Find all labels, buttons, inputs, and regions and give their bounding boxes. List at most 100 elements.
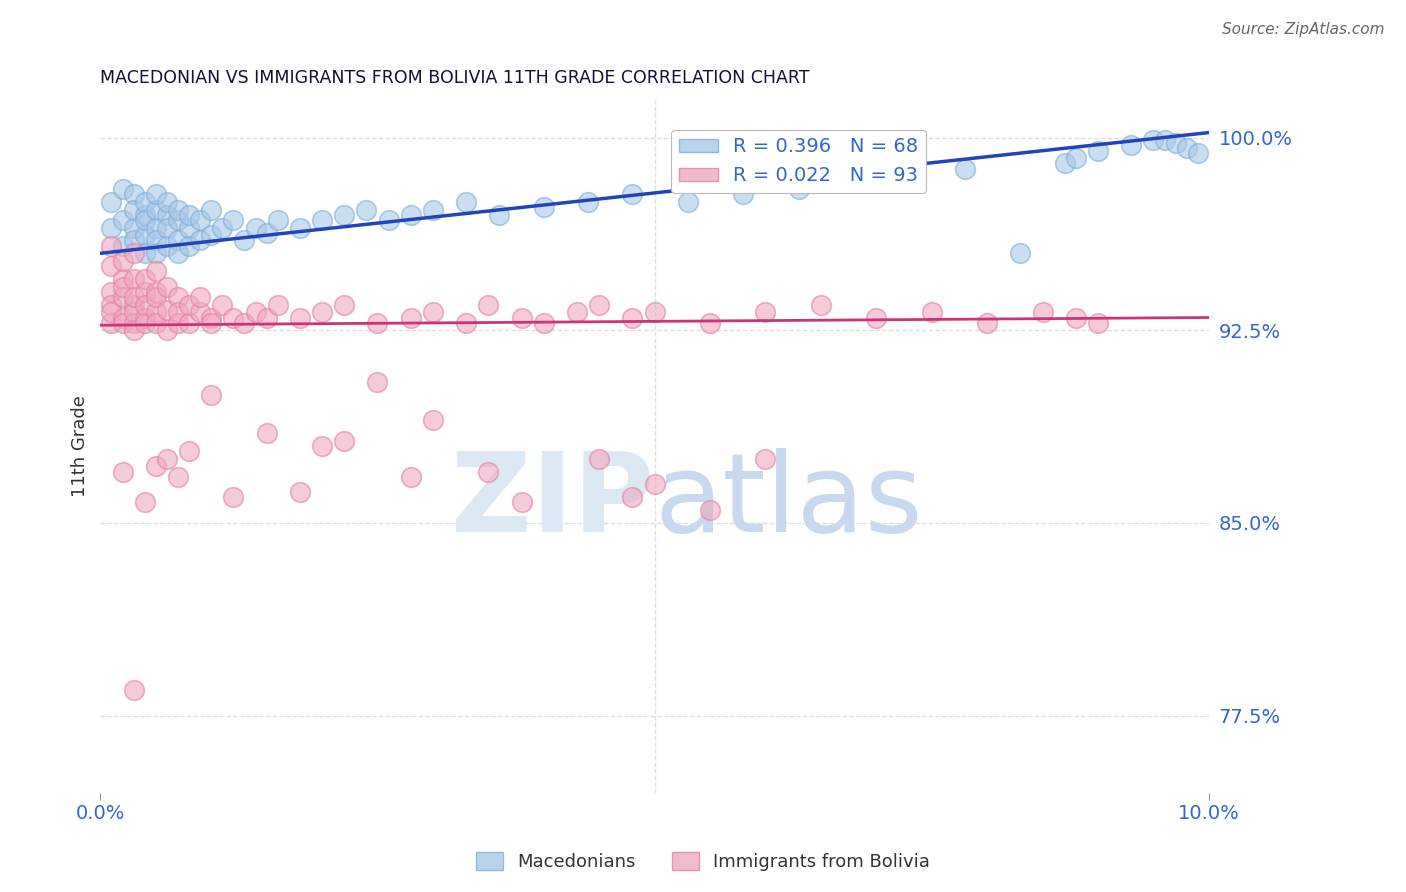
Point	[167, 246, 190, 260]
Point	[167, 316, 190, 330]
Point	[111, 465, 134, 479]
Point	[145, 234, 167, 248]
Point	[211, 298, 233, 312]
Point	[100, 259, 122, 273]
Point	[644, 305, 666, 319]
Point	[245, 220, 267, 235]
Point	[256, 226, 278, 240]
Point	[134, 310, 156, 325]
Point	[754, 451, 776, 466]
Point	[288, 485, 311, 500]
Point	[699, 503, 721, 517]
Point	[156, 238, 179, 252]
Point	[122, 298, 145, 312]
Point	[288, 310, 311, 325]
Point	[188, 290, 211, 304]
Point	[256, 310, 278, 325]
Point	[122, 234, 145, 248]
Point	[621, 187, 644, 202]
Point	[356, 202, 378, 217]
Point	[122, 323, 145, 337]
Point	[188, 234, 211, 248]
Point	[122, 187, 145, 202]
Point	[787, 182, 810, 196]
Point	[100, 298, 122, 312]
Point	[100, 194, 122, 209]
Point	[134, 194, 156, 209]
Point	[533, 200, 555, 214]
Point	[145, 459, 167, 474]
Point	[510, 310, 533, 325]
Point	[145, 187, 167, 202]
Point	[156, 323, 179, 337]
Point	[134, 228, 156, 243]
Point	[311, 305, 333, 319]
Point	[122, 290, 145, 304]
Point	[156, 451, 179, 466]
Point	[145, 285, 167, 299]
Point	[145, 202, 167, 217]
Point	[145, 290, 167, 304]
Point	[953, 161, 976, 176]
Point	[399, 310, 422, 325]
Point	[177, 444, 200, 458]
Point	[156, 194, 179, 209]
Point	[145, 316, 167, 330]
Point	[267, 213, 290, 227]
Point	[477, 465, 499, 479]
Text: ZIP: ZIP	[451, 448, 655, 555]
Y-axis label: 11th Grade: 11th Grade	[72, 395, 89, 497]
Point	[145, 264, 167, 278]
Point	[111, 213, 134, 227]
Point	[167, 290, 190, 304]
Point	[122, 246, 145, 260]
Point	[100, 220, 122, 235]
Point	[333, 298, 356, 312]
Point	[111, 254, 134, 268]
Point	[733, 187, 755, 202]
Point	[245, 305, 267, 319]
Point	[1142, 133, 1164, 147]
Point	[699, 316, 721, 330]
Point	[122, 316, 145, 330]
Point	[1164, 136, 1187, 150]
Point	[842, 174, 865, 188]
Point	[200, 316, 222, 330]
Point	[188, 305, 211, 319]
Point	[1053, 156, 1076, 170]
Point	[167, 305, 190, 319]
Point	[588, 298, 610, 312]
Point	[1175, 141, 1198, 155]
Point	[621, 310, 644, 325]
Text: atlas: atlas	[655, 448, 924, 555]
Point	[122, 682, 145, 697]
Point	[1010, 246, 1032, 260]
Point	[456, 194, 478, 209]
Legend: Macedonians, Immigrants from Bolivia: Macedonians, Immigrants from Bolivia	[468, 845, 938, 879]
Point	[100, 285, 122, 299]
Point	[134, 246, 156, 260]
Point	[533, 316, 555, 330]
Point	[1064, 151, 1087, 165]
Point	[311, 213, 333, 227]
Point	[188, 213, 211, 227]
Point	[111, 290, 134, 304]
Point	[399, 469, 422, 483]
Point	[233, 234, 256, 248]
Point	[134, 208, 156, 222]
Point	[422, 413, 444, 427]
Text: Source: ZipAtlas.com: Source: ZipAtlas.com	[1222, 22, 1385, 37]
Point	[111, 238, 134, 252]
Point	[621, 491, 644, 505]
Text: MACEDONIAN VS IMMIGRANTS FROM BOLIVIA 11TH GRADE CORRELATION CHART: MACEDONIAN VS IMMIGRANTS FROM BOLIVIA 11…	[100, 69, 810, 87]
Point	[156, 279, 179, 293]
Point	[1087, 316, 1109, 330]
Point	[122, 220, 145, 235]
Point	[333, 434, 356, 448]
Point	[100, 316, 122, 330]
Point	[456, 316, 478, 330]
Point	[111, 272, 134, 286]
Point	[377, 213, 399, 227]
Point	[122, 202, 145, 217]
Point	[122, 305, 145, 319]
